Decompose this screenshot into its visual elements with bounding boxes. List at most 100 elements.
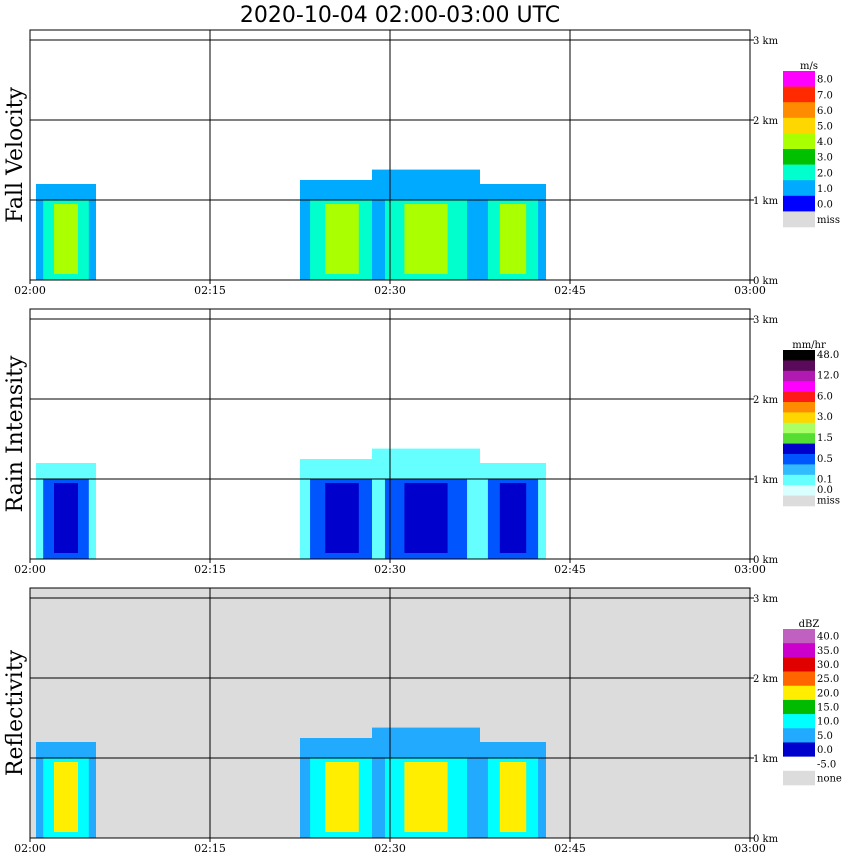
- legend-label: 0.0: [817, 485, 833, 496]
- legend-label: 1.0: [817, 184, 833, 195]
- rain-shaft-core: [404, 204, 448, 274]
- legend-label: none: [817, 773, 842, 784]
- x-tick-label: 02:30: [374, 842, 406, 855]
- legend-swatch: [783, 629, 815, 644]
- panel-3: 02:00 02:15 02:30 02:45 03:000 km 1 km 2 km 3 k…: [3, 587, 842, 855]
- legend-label: -5.0: [817, 759, 836, 770]
- rain-shaft-core: [54, 204, 78, 274]
- legend-label: 30.0: [817, 660, 839, 671]
- panel-ylabel: Fall Velocity: [3, 87, 28, 223]
- panel-2: 02:00 02:15 02:30 02:45 03:000 km 1 km 2 km 3 k…: [3, 308, 840, 576]
- legend-label: 12.0: [817, 371, 839, 382]
- legend-label: 7.0: [817, 90, 833, 101]
- legend-swatch: [783, 195, 815, 212]
- legend-unit: m/s: [800, 61, 818, 72]
- x-tick-label: 02:45: [554, 284, 586, 297]
- rain-shaft-core: [325, 762, 359, 832]
- legend-swatch: [783, 381, 815, 392]
- legend-swatch: [783, 350, 815, 361]
- y-tick-label: 0 km: [753, 276, 779, 287]
- legend-swatch: [783, 164, 815, 181]
- legend-swatch: [783, 71, 815, 87]
- rain-shaft-core: [499, 762, 527, 832]
- x-tick-label: 02:15: [194, 563, 226, 576]
- legend-label: 0.1: [817, 475, 833, 486]
- legend-label: 0.0: [817, 200, 833, 211]
- legend-label: 5.0: [817, 122, 833, 133]
- legend-swatch: [783, 671, 815, 687]
- panels: 02:00 02:15 02:30 02:45 03:000 km1 km2 km3 k…: [3, 29, 842, 855]
- legend-swatch: [783, 657, 815, 672]
- y-tick-label: 2 km: [753, 116, 779, 127]
- rain-shaft-core: [404, 762, 448, 832]
- legend-label: 3.0: [817, 153, 833, 164]
- legend-swatch: [783, 770, 815, 786]
- legend-swatch: [783, 433, 815, 444]
- y-tick-label: 2 km: [753, 395, 779, 406]
- legend-swatch: [783, 699, 815, 715]
- legend-swatch: [783, 102, 815, 119]
- legend-label: miss: [817, 495, 840, 506]
- x-tick-label: 02:30: [374, 563, 406, 576]
- legend-swatch: [783, 643, 815, 658]
- figure-title: 2020-10-04 02:00-03:00 UTC: [240, 3, 560, 28]
- legend-label: 48.0: [817, 350, 839, 361]
- legend-swatch: [783, 360, 815, 372]
- legend-label: 1.5: [817, 433, 833, 444]
- legend-swatch: [783, 728, 815, 743]
- x-tick-label: 02:00: [14, 284, 46, 297]
- legend-unit: dBZ: [799, 619, 820, 630]
- legend-swatch: [783, 149, 815, 165]
- panel-ylabel: Rain Intensity: [3, 355, 28, 512]
- legend-swatch: [783, 685, 815, 701]
- x-tick-label: 02:45: [554, 563, 586, 576]
- legend-swatch: [783, 474, 815, 486]
- legend-label: 0.5: [817, 454, 833, 465]
- legend-label: 40.0: [817, 632, 839, 643]
- legend-swatch: [783, 742, 815, 757]
- y-tick-label: 3 km: [753, 315, 779, 326]
- rain-shaft-core: [404, 483, 448, 553]
- legend-label: 6.0: [817, 106, 833, 117]
- legend-label: 25.0: [817, 674, 839, 685]
- legend-label: 2.0: [817, 168, 833, 179]
- x-tick-label: 02:15: [194, 842, 226, 855]
- legend-swatch: [783, 756, 815, 772]
- rain-shaft-core: [499, 204, 527, 274]
- y-tick-label: 1 km: [753, 475, 779, 486]
- panel-ylabel: Reflectivity: [3, 649, 28, 776]
- x-tick-label: 03:00: [734, 284, 766, 297]
- legend-swatch: [783, 714, 815, 729]
- legend-swatch: [783, 412, 815, 424]
- legend-swatch: [783, 485, 815, 496]
- y-tick-label: 1 km: [753, 754, 779, 765]
- legend-swatch: [783, 443, 815, 455]
- y-tick-label: 0 km: [753, 834, 779, 845]
- y-tick-label: 3 km: [753, 36, 779, 47]
- rain-shaft-core: [54, 762, 78, 832]
- y-tick-label: 0 km: [753, 555, 779, 566]
- legend-label: 3.0: [817, 412, 833, 423]
- x-tick-label: 02:15: [194, 284, 226, 297]
- x-tick-label: 02:00: [14, 563, 46, 576]
- y-tick-label: 3 km: [753, 594, 779, 605]
- legend-swatch: [783, 422, 815, 434]
- rain-shaft-core: [325, 483, 359, 553]
- legend-label: miss: [817, 215, 840, 226]
- legend-unit: mm/hr: [792, 340, 826, 351]
- legend-label: 35.0: [817, 646, 839, 657]
- legend-label: 15.0: [817, 703, 839, 714]
- x-tick-label: 02:45: [554, 842, 586, 855]
- y-tick-label: 2 km: [753, 674, 779, 685]
- legend-swatch: [783, 402, 815, 413]
- legend-swatch: [783, 464, 815, 476]
- legend-swatch: [783, 86, 815, 103]
- rain-shaft-core: [325, 204, 359, 274]
- y-tick-label: 1 km: [753, 196, 779, 207]
- legend-swatch: [783, 454, 815, 465]
- legend-swatch: [783, 133, 815, 150]
- legend-swatch: [783, 495, 815, 507]
- legend-swatch: [783, 211, 815, 228]
- x-tick-label: 03:00: [734, 842, 766, 855]
